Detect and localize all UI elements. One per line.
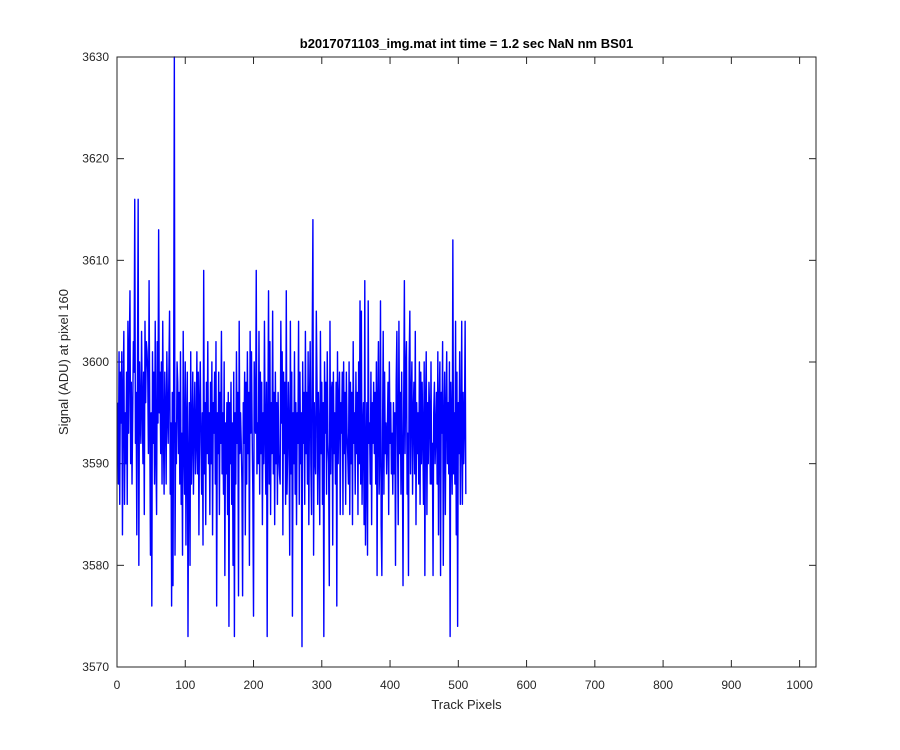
y-tick-label: 3580: [82, 558, 109, 572]
y-tick-label: 3620: [82, 152, 109, 166]
x-tick-label: 500: [448, 678, 468, 692]
x-ticks: 0 100 200 300 400 500 600 700 800 900 1000: [114, 57, 813, 692]
axes-box: [116, 56, 817, 668]
y-tick-label: 3610: [82, 253, 109, 267]
x-tick-label: 400: [380, 678, 400, 692]
x-tick-label: 600: [517, 678, 537, 692]
x-tick-label: 800: [653, 678, 673, 692]
x-tick-label: 100: [175, 678, 195, 692]
x-tick-label: 0: [114, 678, 121, 692]
x-tick-label: 200: [244, 678, 264, 692]
y-axis-label: Signal (ADU) at pixel 160: [56, 289, 71, 435]
x-axis-label: Track Pixels: [431, 697, 502, 712]
y-tick-label: 3600: [82, 355, 109, 369]
y-ticks: 3570 3580 3590 3600 3610 3620 3630: [82, 50, 816, 674]
y-tick-label: 3570: [82, 660, 109, 674]
y-tick-label: 3630: [82, 50, 109, 64]
x-tick-label: 700: [585, 678, 605, 692]
chart-title: b2017071103_img.mat int time = 1.2 sec N…: [300, 36, 633, 51]
x-tick-label: 1000: [786, 678, 813, 692]
series-line: [116, 56, 467, 648]
x-tick-label: 900: [721, 678, 741, 692]
y-tick-label: 3590: [82, 457, 109, 471]
x-tick-label: 300: [312, 678, 332, 692]
